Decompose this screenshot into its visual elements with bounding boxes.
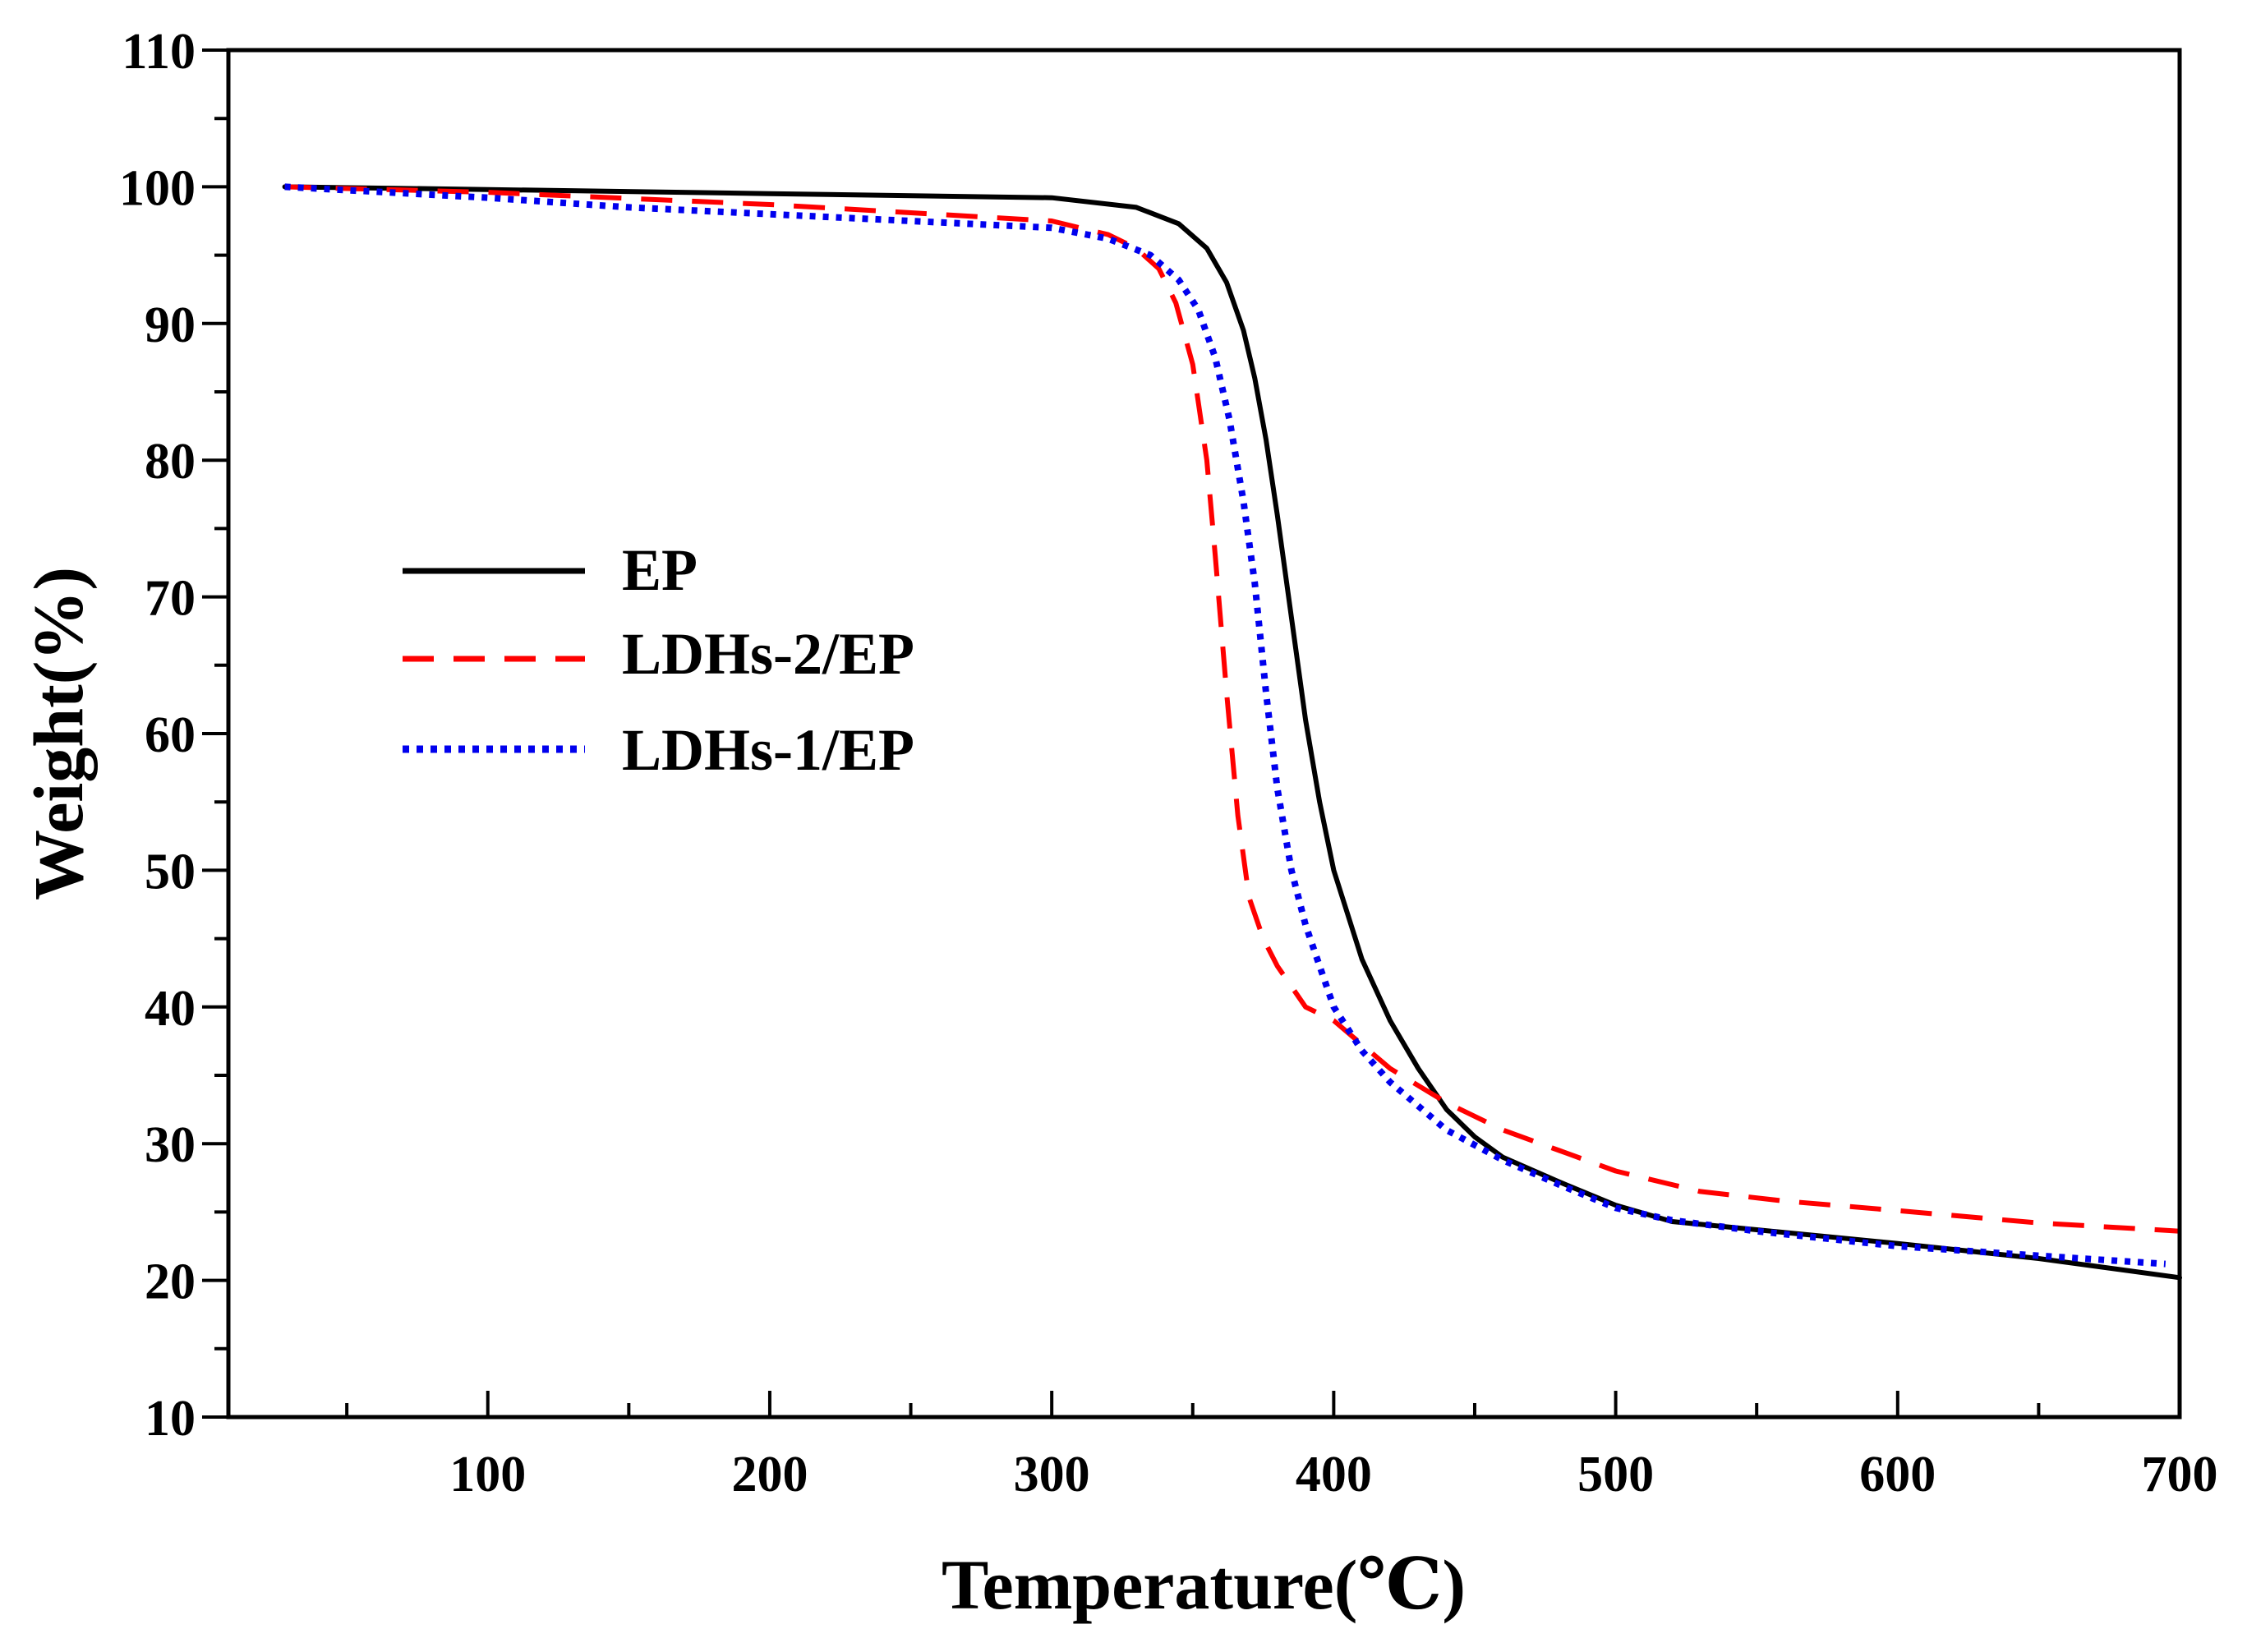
- x-tick-label: 500: [1577, 1447, 1654, 1502]
- y-tick-label: 30: [145, 1117, 196, 1173]
- tick-labels-layer: 100 200 300 400 500 600 700 10 20 30 40 50 60 70 80 90 1…: [119, 24, 2218, 1502]
- x-tick-label: 700: [2142, 1447, 2218, 1502]
- series-line-ep: [282, 184, 2182, 1281]
- x-axis-title: Temperature(℃): [942, 1545, 1466, 1624]
- y-tick-label: 90: [145, 297, 196, 353]
- y-tick-label: 20: [145, 1254, 196, 1310]
- legend-label-ldhs1-ep: LDHs-1/EP: [622, 717, 914, 783]
- y-tick-label: 100: [119, 160, 196, 216]
- legend-label-ldhs2-ep: LDHs-2/EP: [622, 621, 914, 687]
- plot-area-frame: [226, 48, 2182, 1420]
- x-tick-label: 400: [1296, 1447, 1372, 1502]
- y-tick-label: 60: [145, 707, 196, 763]
- legend-label-ep: EP: [622, 537, 698, 603]
- y-axis-title: Weight(%): [19, 567, 98, 900]
- x-tick-label: 200: [731, 1447, 808, 1502]
- y-tick-label: 50: [145, 844, 196, 900]
- series-line-ldhs-2-ep: [284, 184, 2180, 1234]
- y-tick-label: 10: [145, 1391, 196, 1447]
- y-tick-label: 80: [145, 434, 196, 490]
- y-tick-label: 70: [145, 571, 196, 627]
- y-tick-label: 40: [145, 981, 196, 1037]
- legend: EP LDHs-2/EP LDHs-1/EP: [403, 537, 914, 783]
- x-tick-label: 100: [449, 1447, 526, 1502]
- series-layer: [282, 183, 2182, 1281]
- y-tick-label: 110: [122, 24, 196, 80]
- series-line-ldhs-1-ep: [284, 183, 2166, 1268]
- x-tick-label: 600: [1859, 1447, 1936, 1502]
- x-tick-label: 300: [1014, 1447, 1090, 1502]
